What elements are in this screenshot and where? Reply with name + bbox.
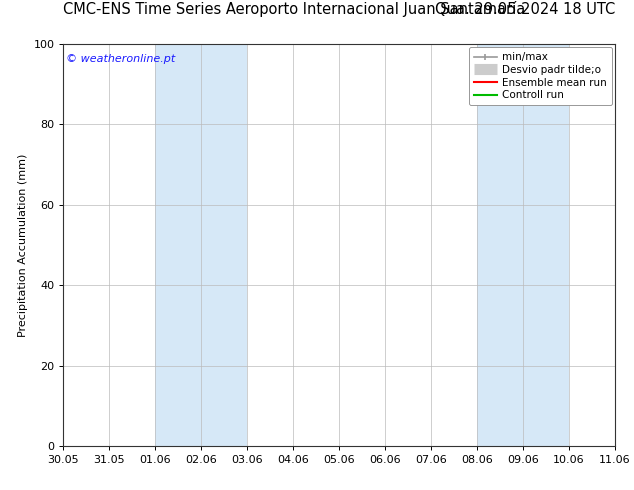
Bar xyxy=(477,44,569,446)
Bar xyxy=(155,44,247,446)
Y-axis label: Precipitation Accumulation (mm): Precipitation Accumulation (mm) xyxy=(18,153,28,337)
Text: CMC-ENS Time Series Aeroporto Internacional Juan Santamaría: CMC-ENS Time Series Aeroporto Internacio… xyxy=(63,1,526,17)
Text: Qua. 29.05.2024 18 UTC: Qua. 29.05.2024 18 UTC xyxy=(435,2,615,17)
Text: © weatheronline.pt: © weatheronline.pt xyxy=(66,54,176,64)
Legend: min/max, Desvio padr tilde;o, Ensemble mean run, Controll run: min/max, Desvio padr tilde;o, Ensemble m… xyxy=(469,47,612,105)
